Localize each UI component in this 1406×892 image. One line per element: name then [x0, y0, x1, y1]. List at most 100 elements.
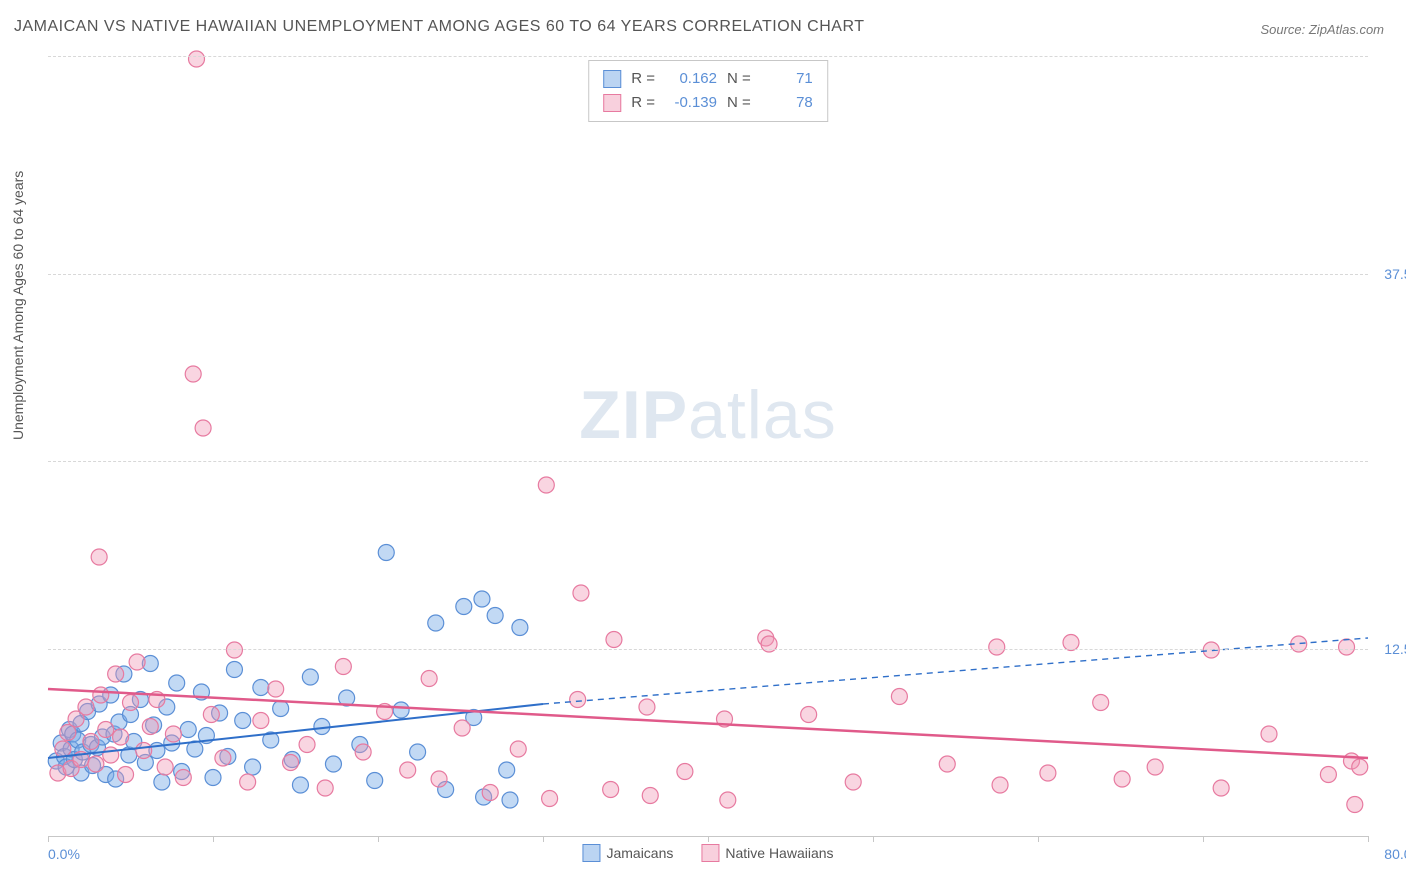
data-point: [299, 737, 315, 753]
data-point: [573, 585, 589, 601]
data-point: [292, 777, 308, 793]
data-point: [1040, 765, 1056, 781]
data-point: [273, 701, 289, 717]
data-point: [367, 773, 383, 789]
data-point: [325, 756, 341, 772]
grid-line: [48, 649, 1368, 650]
data-point: [606, 632, 622, 648]
x-tick: [48, 836, 49, 842]
y-tick-label: 12.5%: [1384, 641, 1406, 657]
data-point: [195, 420, 211, 436]
data-point: [136, 743, 152, 759]
y-axis-label: Unemployment Among Ages 60 to 64 years: [10, 171, 26, 440]
data-point: [180, 722, 196, 738]
data-point: [1093, 695, 1109, 711]
data-point: [142, 719, 158, 735]
correlation-legend-row: R = 0.162 N = 71: [603, 67, 813, 91]
n-value-hawaiians: 78: [761, 91, 813, 115]
data-point: [302, 669, 318, 685]
data-point: [393, 702, 409, 718]
data-point: [245, 759, 261, 775]
data-point: [103, 747, 119, 763]
x-tick: [378, 836, 379, 842]
data-point: [240, 774, 256, 790]
data-point: [474, 591, 490, 607]
correlation-legend: R = 0.162 N = 71 R = -0.139 N = 78: [588, 60, 828, 122]
data-point: [761, 636, 777, 652]
r-label: R =: [631, 91, 655, 115]
data-point: [226, 642, 242, 658]
data-point: [1339, 639, 1355, 655]
data-point: [454, 720, 470, 736]
data-point: [169, 675, 185, 691]
data-point: [499, 762, 515, 778]
data-point: [317, 780, 333, 796]
data-point: [482, 785, 498, 801]
data-point: [253, 680, 269, 696]
data-point: [283, 755, 299, 771]
data-point: [845, 774, 861, 790]
series-legend: Jamaicans Native Hawaiians: [582, 844, 833, 862]
n-label: N =: [727, 67, 751, 91]
legend-item: Jamaicans: [582, 844, 673, 862]
data-point: [91, 549, 107, 565]
x-tick: [1368, 836, 1369, 842]
x-axis-max-label: 80.0%: [1384, 846, 1406, 862]
x-axis-min-label: 0.0%: [48, 846, 80, 862]
data-point: [335, 659, 351, 675]
data-point: [510, 741, 526, 757]
data-point: [93, 687, 109, 703]
data-point: [123, 695, 139, 711]
r-value-hawaiians: -0.139: [665, 91, 717, 115]
x-tick: [1203, 836, 1204, 842]
source-attribution: Source: ZipAtlas.com: [1260, 22, 1384, 37]
x-tick: [543, 836, 544, 842]
legend-label: Jamaicans: [606, 845, 673, 861]
data-point: [570, 692, 586, 708]
r-label: R =: [631, 67, 655, 91]
x-tick: [873, 836, 874, 842]
data-point: [410, 744, 426, 760]
swatch-pink-icon: [701, 844, 719, 862]
data-point: [1114, 771, 1130, 787]
legend-label: Native Hawaiians: [725, 845, 833, 861]
data-point: [185, 366, 201, 382]
data-point: [801, 707, 817, 723]
data-point: [989, 639, 1005, 655]
y-tick-label: 37.5%: [1384, 266, 1406, 282]
correlation-legend-row: R = -0.139 N = 78: [603, 91, 813, 115]
data-point: [113, 729, 129, 745]
chart-title: JAMAICAN VS NATIVE HAWAIIAN UNEMPLOYMENT…: [14, 18, 864, 36]
data-point: [355, 744, 371, 760]
data-point: [428, 615, 444, 631]
data-point: [205, 770, 221, 786]
data-point: [542, 791, 558, 807]
data-point: [98, 722, 114, 738]
data-point: [1347, 797, 1363, 813]
data-point: [431, 771, 447, 787]
data-point: [253, 713, 269, 729]
data-point: [189, 51, 205, 67]
grid-line: [48, 56, 1368, 57]
data-point: [55, 741, 71, 757]
data-point: [677, 764, 693, 780]
data-point: [88, 756, 104, 772]
x-tick: [213, 836, 214, 842]
data-point: [157, 759, 173, 775]
data-point: [992, 777, 1008, 793]
legend-item: Native Hawaiians: [701, 844, 833, 862]
data-point: [642, 788, 658, 804]
grid-line: [48, 461, 1368, 462]
data-point: [78, 699, 94, 715]
data-point: [118, 767, 134, 783]
data-point: [83, 734, 99, 750]
data-point: [1147, 759, 1163, 775]
data-point: [512, 620, 528, 636]
data-point: [314, 719, 330, 735]
data-point: [502, 792, 518, 808]
data-point: [226, 662, 242, 678]
data-point: [165, 726, 181, 742]
grid-line: [48, 274, 1368, 275]
data-point: [1213, 780, 1229, 796]
n-label: N =: [727, 91, 751, 115]
